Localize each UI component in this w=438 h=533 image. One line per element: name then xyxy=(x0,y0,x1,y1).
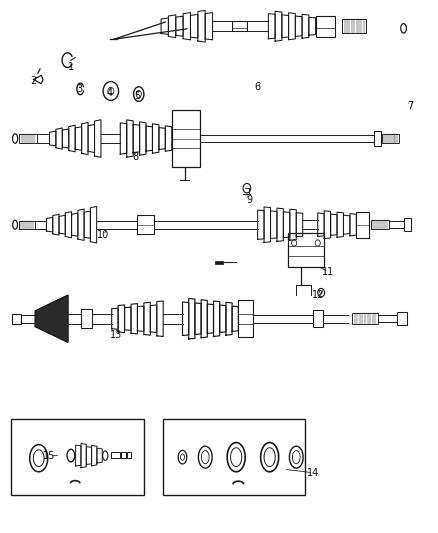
Text: 3: 3 xyxy=(77,84,82,94)
Text: 10: 10 xyxy=(97,230,109,240)
Text: 12: 12 xyxy=(311,290,324,300)
Text: 5: 5 xyxy=(134,91,141,101)
Bar xyxy=(12,313,21,324)
Text: 15: 15 xyxy=(43,450,56,461)
Text: 8: 8 xyxy=(132,152,138,162)
Bar xyxy=(127,452,131,458)
Bar xyxy=(314,310,323,327)
Text: 2: 2 xyxy=(31,76,37,86)
Bar xyxy=(238,301,253,337)
Bar xyxy=(19,221,35,229)
Bar xyxy=(121,452,126,458)
Text: 9: 9 xyxy=(246,195,252,205)
Bar xyxy=(397,312,406,325)
Bar xyxy=(11,419,144,495)
Bar xyxy=(288,232,324,266)
Text: 6: 6 xyxy=(254,82,261,92)
Bar xyxy=(374,131,381,146)
Text: 1: 1 xyxy=(68,62,74,72)
Bar xyxy=(163,419,305,495)
Text: 7: 7 xyxy=(407,101,413,111)
Bar xyxy=(371,220,389,229)
Bar xyxy=(111,452,120,458)
Text: 11: 11 xyxy=(322,266,335,277)
Bar xyxy=(382,134,399,143)
Bar xyxy=(232,21,247,31)
Text: 13: 13 xyxy=(110,330,122,341)
Text: 14: 14 xyxy=(307,468,320,478)
Bar xyxy=(81,309,92,328)
Bar xyxy=(215,261,223,264)
Bar xyxy=(19,134,37,143)
Bar xyxy=(343,19,366,33)
Polygon shape xyxy=(35,295,68,342)
Bar xyxy=(403,219,411,231)
Text: 4: 4 xyxy=(106,87,113,98)
Bar xyxy=(172,110,200,167)
Bar xyxy=(352,313,378,325)
Bar xyxy=(357,212,369,238)
Bar xyxy=(315,16,335,37)
Bar xyxy=(138,215,154,234)
